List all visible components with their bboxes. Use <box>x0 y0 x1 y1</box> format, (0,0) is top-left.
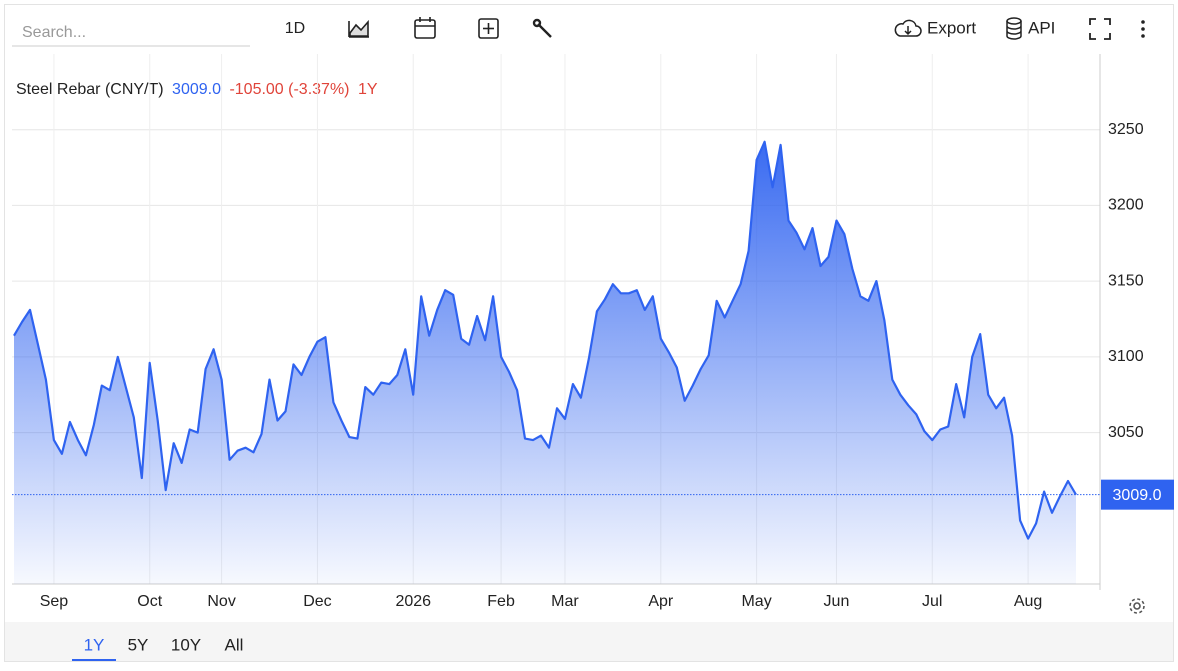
x-tick-label: May <box>741 593 771 610</box>
plot-area: 3050 3100 3150 3200 3250 Sep Oct Nov Dec 2026 Feb M… <box>12 54 1174 610</box>
x-tick-label: Nov <box>207 593 235 610</box>
settings-wrench-icon[interactable] <box>532 18 552 38</box>
search-box[interactable]: Search... <box>22 24 86 41</box>
gear-icon[interactable] <box>1129 598 1145 614</box>
chart-type-icon[interactable] <box>348 19 369 38</box>
more-menu-icon[interactable] <box>1141 20 1145 38</box>
fullscreen-icon[interactable] <box>1089 18 1111 40</box>
y-tick-label: 3100 <box>1108 348 1144 365</box>
x-tick-label: Jun <box>824 593 850 610</box>
range-tab[interactable]: 1Y <box>84 635 105 654</box>
price-line <box>13 140 1077 540</box>
y-tick-label: 3050 <box>1108 424 1144 441</box>
last-price-badge <box>1101 479 1174 510</box>
x-tick-label: Mar <box>551 593 579 610</box>
range-tab[interactable]: 5Y <box>128 635 149 654</box>
chart-header: Steel Rebar (CNY/T) 3009.0 -105.00 (-3.3… <box>16 81 378 98</box>
x-tick-label: Oct <box>137 593 162 610</box>
range-tab[interactable]: 10Y <box>171 635 201 654</box>
x-tick-label: Feb <box>487 593 515 610</box>
y-tick-label: 3200 <box>1108 197 1144 214</box>
x-tick-label: Dec <box>303 593 331 610</box>
area-fill <box>14 141 1076 585</box>
range-bar <box>5 622 1173 661</box>
calendar-icon[interactable] <box>414 17 436 39</box>
export-button[interactable]: Export <box>927 18 976 37</box>
last-price: 3009.0 <box>172 81 221 98</box>
price-change: -105.00 (-3.37%) <box>229 81 349 98</box>
range-tab[interactable]: All <box>225 635 244 654</box>
api-button[interactable]: API <box>1028 18 1055 37</box>
range-label: 1Y <box>358 81 378 98</box>
x-tick-label: Aug <box>1014 593 1042 610</box>
api-icon[interactable] <box>1006 17 1022 40</box>
x-tick-label: Sep <box>40 593 69 610</box>
range-tabs: 1Y 5Y 10Y All <box>72 635 244 661</box>
export-icon[interactable] <box>894 19 922 37</box>
x-tick-label: Jul <box>922 593 942 610</box>
y-tick-label: 3250 <box>1108 121 1144 138</box>
compare-icon[interactable] <box>478 18 499 39</box>
x-tick-label: 2026 <box>395 593 431 610</box>
chart-title: Steel Rebar (CNY/T) <box>16 81 164 98</box>
x-tick-label: Apr <box>648 593 674 610</box>
y-tick-label: 3150 <box>1108 272 1144 289</box>
last-price-badge-label: 3009.0 <box>1113 487 1162 504</box>
interval-button[interactable]: 1D <box>285 20 305 37</box>
